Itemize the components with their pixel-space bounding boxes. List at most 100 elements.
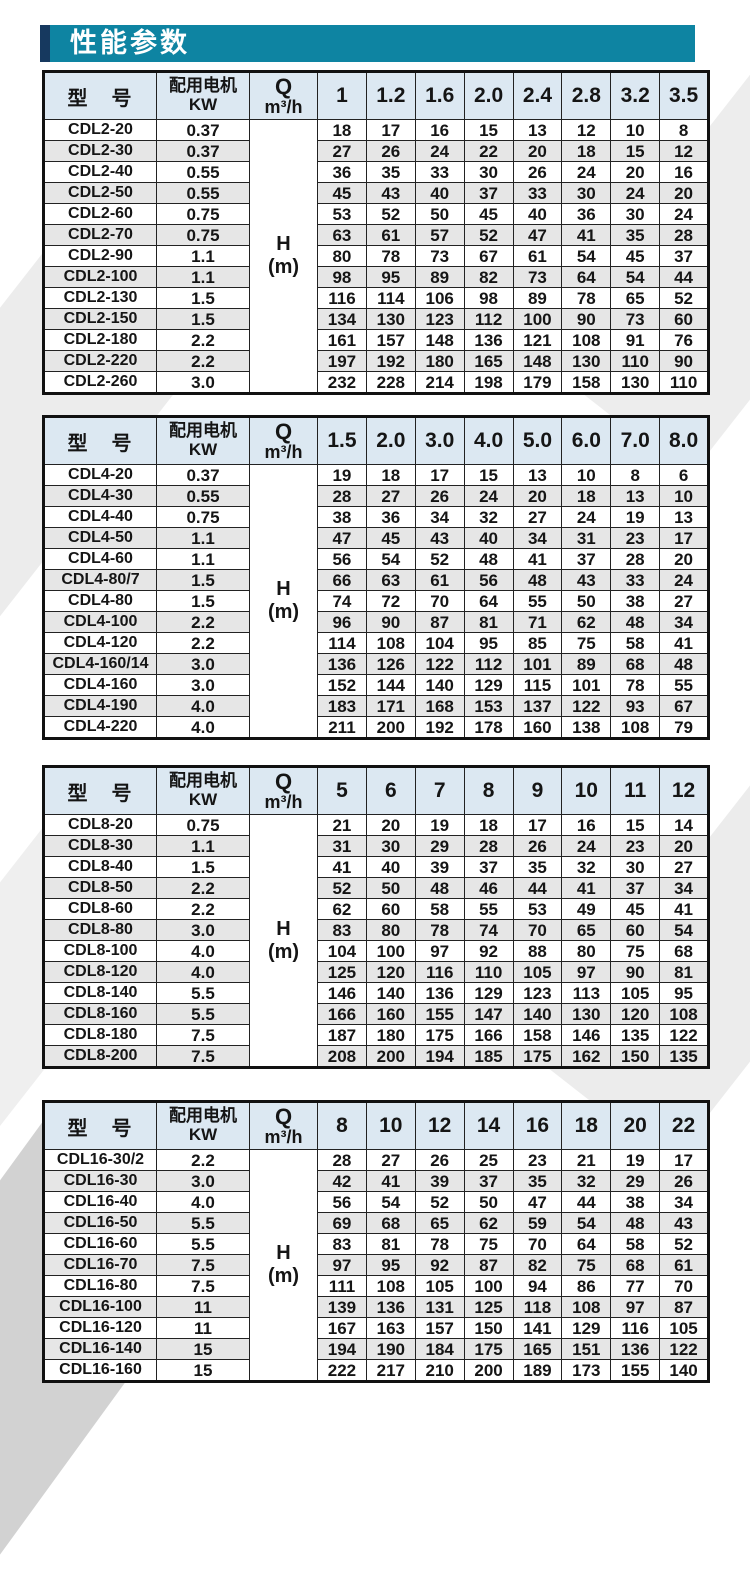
head-value-cell: 210 [414, 1359, 465, 1382]
head-value-cell: 70 [414, 590, 465, 612]
head-value-cell: 151 [561, 1338, 612, 1360]
col-header-flow-value: 2.0 [463, 71, 514, 120]
motor-kw-cell: 11 [156, 1296, 250, 1318]
head-value-cell: 18 [463, 814, 514, 836]
head-value-cell: 29 [610, 1170, 661, 1192]
head-value-cell: 26 [512, 835, 563, 857]
head-value-cell: 64 [561, 266, 612, 288]
head-value-cell: 28 [463, 835, 514, 857]
head-value-cell: 19 [414, 814, 465, 836]
head-value-cell: 81 [365, 1233, 416, 1255]
model-cell: CDL16-50 [43, 1212, 157, 1234]
head-value-cell: 68 [610, 1254, 661, 1276]
model-cell: CDL4-30 [43, 485, 157, 507]
head-value-cell: 60 [610, 919, 661, 941]
head-value-cell: 83 [317, 1233, 367, 1255]
head-value-cell: 27 [659, 590, 709, 612]
head-value-cell: 173 [561, 1359, 612, 1382]
table-row: CDL4-100 2.2 96 90 87 81 71 62 48 34 [43, 611, 709, 633]
motor-kw-cell: 3.0 [156, 674, 250, 696]
motor-label-line1: 配用电机 [169, 421, 237, 441]
head-value-cell: 34 [512, 527, 563, 549]
col-header-motor: 配用电机 KW [156, 416, 250, 465]
table-row: CDL4-50 1.1 47 45 43 40 34 31 23 17 [43, 527, 709, 549]
head-value-cell: 37 [610, 877, 661, 899]
head-value-cell: 73 [414, 245, 465, 267]
motor-kw-cell: 4.0 [156, 940, 250, 962]
head-value-cell: 37 [463, 856, 514, 878]
motor-kw-cell: 1.5 [156, 569, 250, 591]
model-cell: CDL2-260 [43, 371, 157, 394]
head-value-cell: 75 [610, 940, 661, 962]
head-value-cell: 166 [463, 1024, 514, 1046]
head-value-cell: 52 [659, 287, 709, 309]
head-value-cell: 222 [317, 1359, 367, 1382]
head-value-cell: 33 [512, 182, 563, 204]
q-unit: m³/h [264, 97, 303, 117]
head-value-cell: 36 [561, 203, 612, 225]
table-row: CDL8-200 7.5 208 200 194 185 175 162 150 135 [43, 1045, 709, 1068]
head-value-cell: 27 [317, 140, 367, 162]
head-value-cell: 211 [317, 716, 367, 739]
head-value-cell: 40 [463, 527, 514, 549]
motor-label-line1: 配用电机 [169, 771, 237, 791]
head-value-cell: 16 [561, 814, 612, 836]
head-value-cell: 121 [512, 329, 563, 351]
head-value-cell: 157 [414, 1317, 465, 1339]
col-header-model: 型 号 [43, 766, 157, 815]
model-cell: CDL16-60 [43, 1233, 157, 1255]
head-value-cell: 116 [610, 1317, 661, 1339]
head-value-cell: 90 [659, 350, 709, 372]
head-value-cell: 155 [610, 1359, 661, 1382]
motor-kw-cell: 2.2 [156, 1149, 250, 1171]
head-value-cell: 38 [610, 590, 661, 612]
head-value-cell: 20 [365, 814, 416, 836]
head-value-cell: 130 [365, 308, 416, 330]
model-cell: CDL4-100 [43, 611, 157, 633]
head-value-cell: 72 [365, 590, 416, 612]
head-value-cell: 78 [610, 674, 661, 696]
head-value-cell: 91 [610, 329, 661, 351]
head-value-cell: 70 [512, 1233, 563, 1255]
head-value-cell: 87 [659, 1296, 709, 1318]
motor-kw-cell: 0.55 [156, 485, 250, 507]
head-symbol: H [276, 917, 291, 940]
head-value-cell: 58 [610, 632, 661, 654]
head-unit-cell: H (m) [249, 814, 318, 1068]
head-value-cell: 116 [317, 287, 367, 309]
head-value-cell: 111 [317, 1275, 367, 1297]
page-title: 性能参数 [70, 28, 190, 58]
model-cell: CDL4-160/14 [43, 653, 157, 675]
motor-kw-cell: 1.5 [156, 287, 250, 309]
head-value-cell: 148 [512, 350, 563, 372]
head-value-cell: 228 [365, 371, 416, 394]
head-value-cell: 27 [512, 506, 563, 528]
table-row: CDL8-140 5.5 146 140 136 129 123 113 105 95 [43, 982, 709, 1004]
head-value-cell: 16 [414, 119, 465, 141]
col-header-motor: 配用电机 KW [156, 766, 250, 815]
head-value-cell: 20 [659, 835, 709, 857]
head-value-cell: 40 [414, 182, 465, 204]
head-value-cell: 13 [610, 485, 661, 507]
head-value-cell: 54 [561, 245, 612, 267]
col-header-motor: 配用电机 KW [156, 1101, 250, 1150]
head-value-cell: 54 [365, 1191, 416, 1213]
head-value-cell: 80 [561, 940, 612, 962]
head-value-cell: 120 [365, 961, 416, 983]
head-value-cell: 108 [610, 716, 661, 739]
head-value-cell: 89 [414, 266, 465, 288]
head-value-cell: 178 [463, 716, 514, 739]
head-unit-cell: H (m) [249, 119, 318, 394]
head-value-cell: 63 [317, 224, 367, 246]
head-value-cell: 87 [414, 611, 465, 633]
head-value-cell: 54 [659, 919, 709, 941]
head-value-cell: 95 [365, 266, 416, 288]
head-value-cell: 89 [561, 653, 612, 675]
head-value-cell: 175 [414, 1024, 465, 1046]
head-value-cell: 56 [463, 569, 514, 591]
model-cell: CDL4-80/7 [43, 569, 157, 591]
head-value-cell: 144 [365, 674, 416, 696]
motor-kw-cell: 0.75 [156, 814, 250, 836]
